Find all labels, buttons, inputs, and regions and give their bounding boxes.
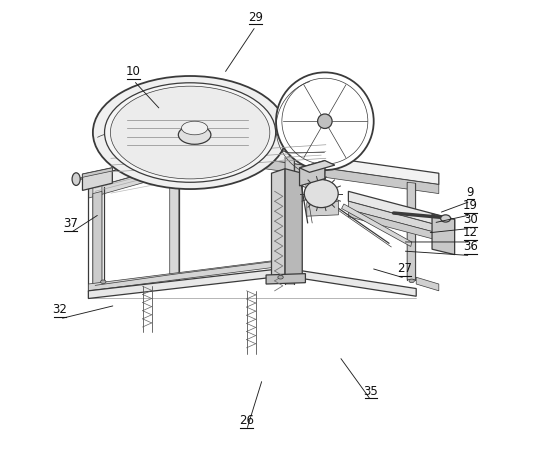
Text: 32: 32 xyxy=(53,303,67,316)
Ellipse shape xyxy=(181,121,208,135)
Ellipse shape xyxy=(110,86,270,179)
Ellipse shape xyxy=(278,275,283,279)
Polygon shape xyxy=(83,168,112,177)
Ellipse shape xyxy=(100,280,106,283)
Ellipse shape xyxy=(105,83,276,182)
Polygon shape xyxy=(300,161,325,186)
Polygon shape xyxy=(349,201,454,238)
Text: 37: 37 xyxy=(63,217,78,230)
Text: 27: 27 xyxy=(397,263,412,275)
Text: 9: 9 xyxy=(467,186,474,198)
Text: 35: 35 xyxy=(364,384,378,398)
Polygon shape xyxy=(93,185,102,284)
Polygon shape xyxy=(342,204,412,247)
Text: 29: 29 xyxy=(248,10,263,24)
Polygon shape xyxy=(217,153,439,193)
Polygon shape xyxy=(432,214,454,255)
Ellipse shape xyxy=(93,76,287,189)
Text: 26: 26 xyxy=(239,415,254,427)
Ellipse shape xyxy=(72,173,80,186)
Text: 12: 12 xyxy=(463,226,478,239)
Ellipse shape xyxy=(304,180,338,207)
Text: 36: 36 xyxy=(463,240,478,253)
Polygon shape xyxy=(349,209,454,245)
Polygon shape xyxy=(89,259,285,291)
Ellipse shape xyxy=(409,279,414,283)
Polygon shape xyxy=(93,191,102,291)
Ellipse shape xyxy=(178,125,211,144)
Text: 10: 10 xyxy=(126,65,141,78)
Polygon shape xyxy=(272,169,285,283)
Ellipse shape xyxy=(318,114,332,128)
Polygon shape xyxy=(266,273,305,284)
Polygon shape xyxy=(407,182,415,279)
Polygon shape xyxy=(89,268,416,298)
Polygon shape xyxy=(89,142,439,189)
Polygon shape xyxy=(170,172,179,284)
Polygon shape xyxy=(285,169,302,279)
Polygon shape xyxy=(300,161,335,172)
Polygon shape xyxy=(349,191,454,230)
Polygon shape xyxy=(307,201,338,216)
Text: 30: 30 xyxy=(463,212,478,226)
Polygon shape xyxy=(416,277,439,291)
Polygon shape xyxy=(89,153,217,198)
Polygon shape xyxy=(285,156,294,284)
Ellipse shape xyxy=(276,72,374,170)
Polygon shape xyxy=(83,168,112,191)
Text: 19: 19 xyxy=(463,199,478,212)
Ellipse shape xyxy=(440,215,451,222)
